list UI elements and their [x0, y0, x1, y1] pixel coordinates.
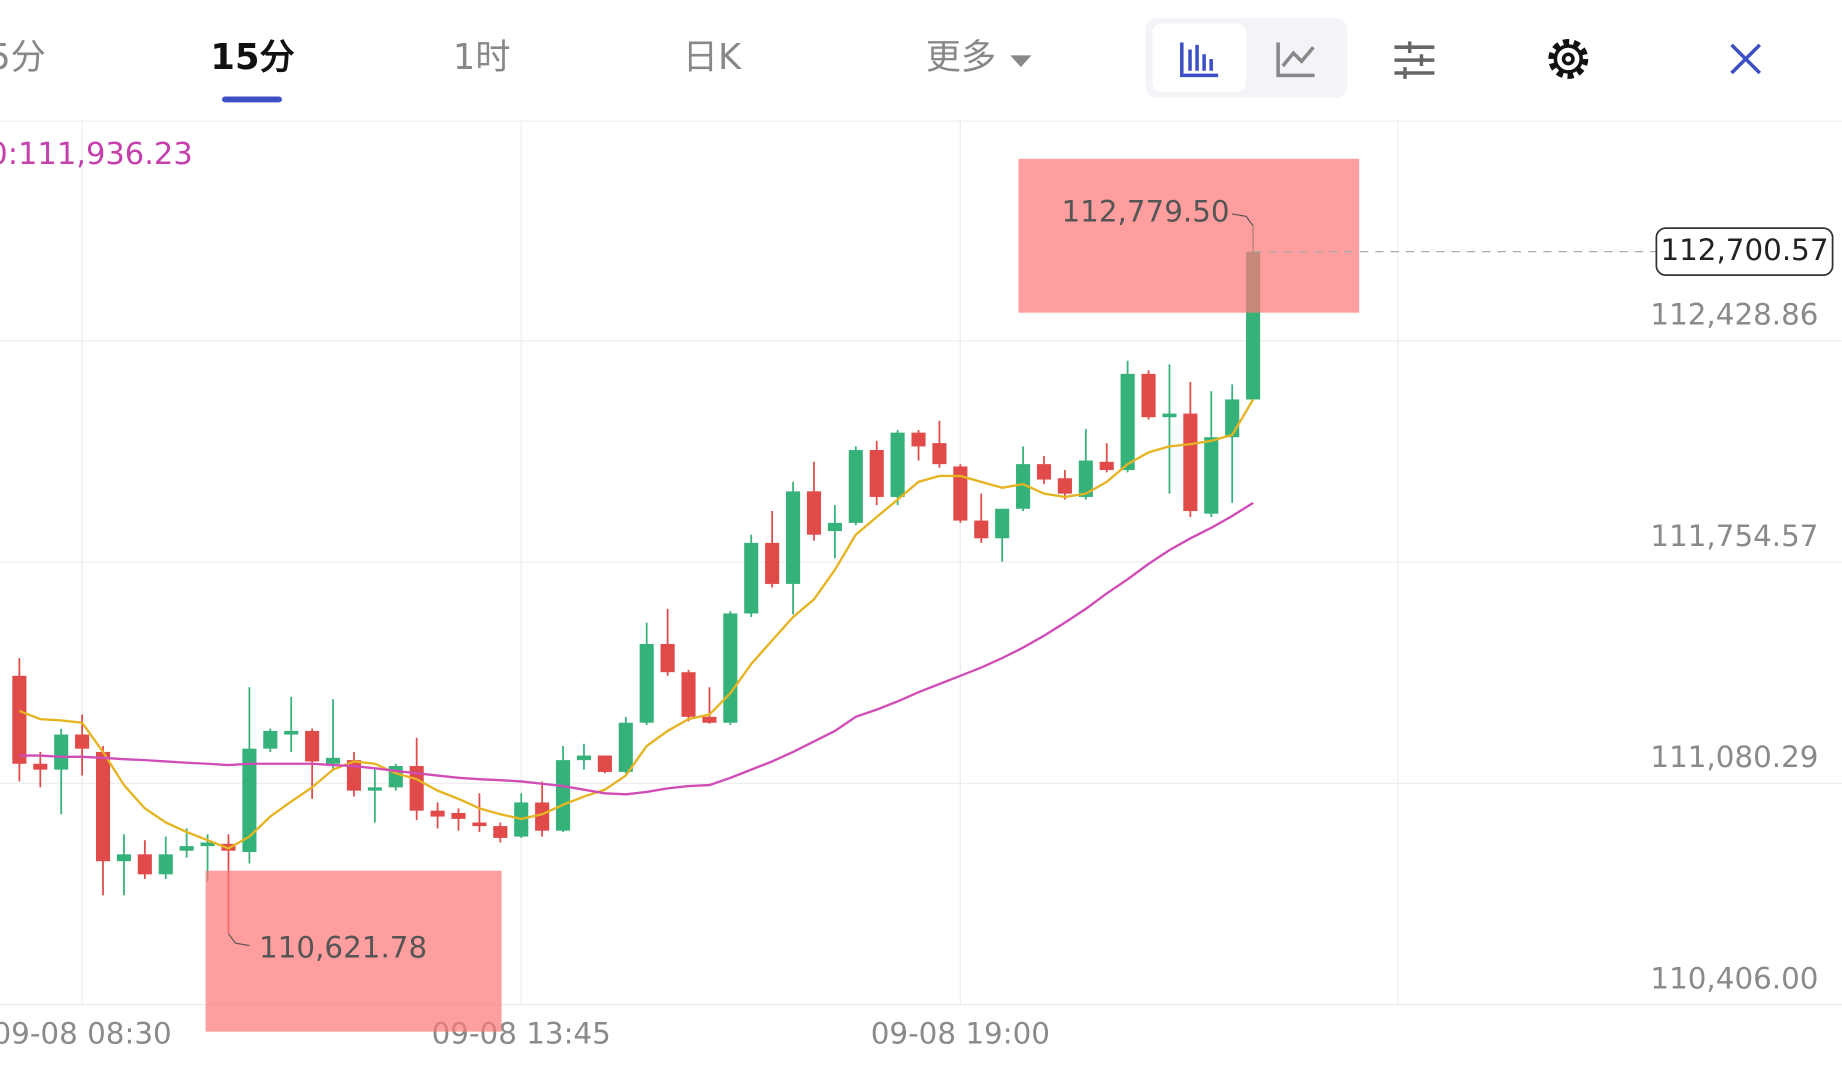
line-icon[interactable]	[1276, 42, 1315, 78]
candle-body	[1225, 399, 1240, 438]
candle-body	[430, 810, 445, 817]
candle-body	[493, 826, 508, 838]
candle-body	[54, 734, 69, 770]
settings-sliders[interactable]	[1394, 41, 1435, 79]
bar-icon[interactable]	[1180, 42, 1219, 78]
max-label: 112,779.50	[1061, 194, 1229, 228]
candle-body	[95, 751, 111, 862]
candle-body	[367, 787, 382, 791]
candle-body	[1078, 460, 1093, 497]
candle-body	[995, 508, 1010, 539]
y-tick-label: 111,080.29	[1650, 740, 1818, 774]
candle-body	[618, 722, 633, 772]
last-price-box	[1655, 227, 1834, 277]
x-tick-label: 09-08 19:00	[871, 1017, 1050, 1051]
candle-body	[1016, 464, 1031, 509]
candle-body	[1183, 413, 1198, 512]
candle-body	[911, 432, 926, 447]
tab[interactable]: 1时	[453, 37, 511, 78]
x-tick-label: 09-08 08:30	[0, 1017, 172, 1051]
y-tick-label: 112,428.86	[1650, 298, 1818, 332]
candle-body	[744, 542, 759, 614]
tab[interactable]: 日K	[683, 37, 742, 78]
candle-body	[137, 854, 152, 875]
candle-body	[179, 846, 194, 851]
tab[interactable]: 5分	[0, 37, 46, 78]
candle-body	[556, 760, 571, 831]
gear-icon[interactable]	[1548, 38, 1589, 79]
toggle-selected	[1152, 23, 1247, 92]
candle-body	[346, 760, 361, 791]
candle-body	[263, 730, 278, 749]
close-icon[interactable]	[1730, 43, 1762, 75]
ma-label: 0:111,936.23	[0, 137, 193, 172]
max-pointer	[1231, 213, 1254, 227]
candle-body	[597, 755, 612, 772]
candle-body	[242, 748, 257, 853]
candle-body	[953, 466, 968, 521]
candle-body	[200, 842, 215, 847]
candle-body	[451, 812, 466, 819]
candle-body	[827, 522, 842, 532]
tab-underline	[222, 96, 282, 103]
candle-body	[1204, 437, 1219, 514]
candle-body	[1120, 373, 1135, 471]
candle-body	[723, 613, 738, 723]
candle-body	[639, 643, 654, 723]
candle-body	[325, 757, 341, 764]
candle-body	[702, 716, 717, 723]
candle-body	[890, 432, 905, 497]
candle-body	[1099, 461, 1114, 471]
tab-active[interactable]: 15分	[210, 37, 294, 78]
candle-body	[932, 443, 947, 465]
tab[interactable]: 更多	[926, 37, 996, 78]
candle-body	[12, 675, 27, 764]
plot: 110,406.00 111,080.29 111,754.57 112,428.86…	[0, 121, 1842, 1051]
highlight-box	[205, 870, 502, 1032]
ma-line	[19, 501, 1254, 796]
candle-body	[472, 822, 487, 827]
candle-body	[786, 491, 801, 584]
ma-line	[18, 398, 1255, 850]
candle-body	[974, 520, 989, 539]
candle-body	[1057, 478, 1072, 494]
candle-body	[806, 491, 822, 535]
candle-body	[305, 730, 320, 762]
candle-body	[75, 734, 90, 749]
y-tick-label: 111,754.57	[1650, 519, 1818, 553]
candle-body	[848, 450, 863, 523]
candle-body	[869, 450, 884, 497]
candle-body	[765, 542, 780, 584]
candle-body	[681, 672, 696, 717]
candle-body	[158, 854, 173, 875]
candle-body	[284, 730, 299, 735]
min-label: 110,621.78	[259, 931, 427, 965]
candle-body	[660, 643, 675, 673]
highlight-box	[1018, 158, 1360, 313]
candle-body	[33, 763, 48, 770]
tab-bar: 5分 15分 1时 日K 更多	[0, 17, 1762, 103]
y-tick-label: 110,406.00	[1650, 961, 1818, 995]
candle-body	[576, 755, 592, 761]
candle-body	[1162, 413, 1177, 418]
dropdown-arrow	[1010, 55, 1032, 68]
candle-body	[1036, 464, 1052, 480]
candle-body	[535, 802, 550, 831]
candle-body	[1141, 373, 1156, 418]
min-pointer	[228, 933, 250, 947]
last-price-label: 112,700.57	[1660, 233, 1828, 267]
candle-body	[116, 854, 131, 862]
